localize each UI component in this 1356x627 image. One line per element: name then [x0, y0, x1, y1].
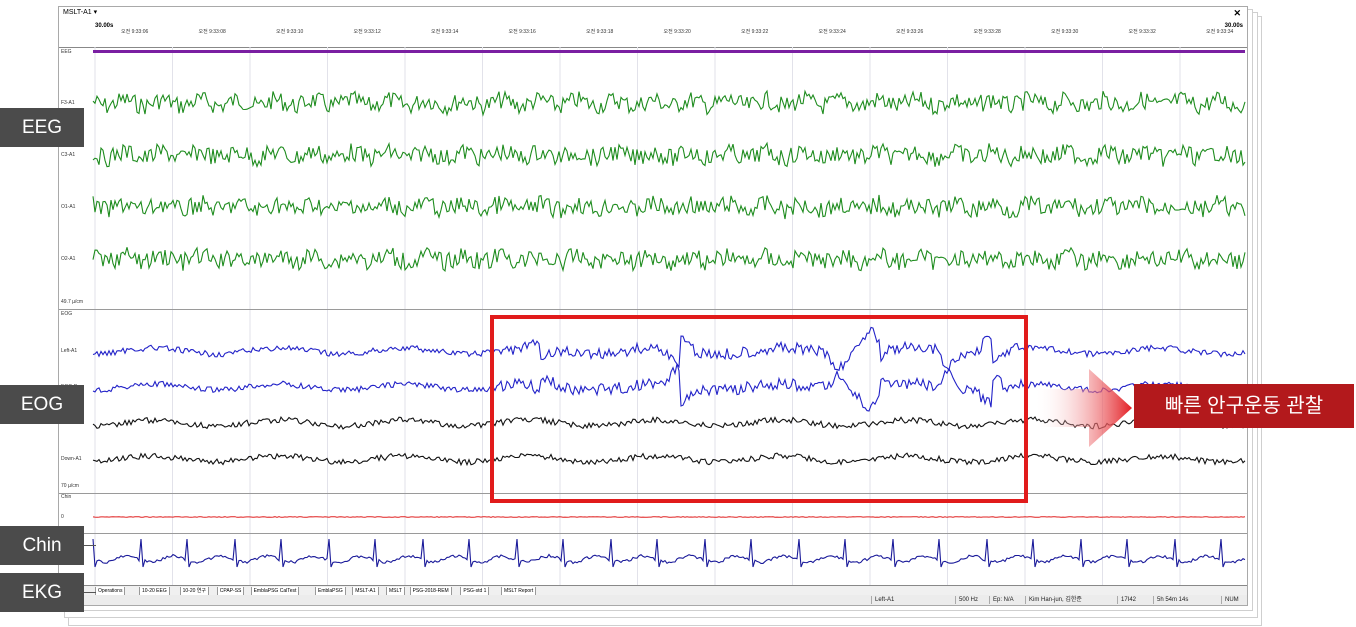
psg-viewer-window: MSLT-A1 ▾ ✕ 30.00s 30.00s 오전 9:33:06 오전 9… — [58, 6, 1248, 606]
time-ruler[interactable]: 30.00s 30.00s 오전 9:33:06 오전 9:33:08 오전 9:3… — [59, 19, 1247, 48]
status-field: Kim Han-jun, 김한준 — [1025, 596, 1082, 604]
channel-trace — [92, 326, 1246, 372]
channel-trace — [92, 246, 1246, 273]
status-field: 5h 54m 14s — [1153, 596, 1188, 604]
time-tick: 오전 9:33:12 — [353, 29, 381, 35]
status-bar: Left-A1 500 Hz Ep: N/A Kim Han-jun, 김한준 17I4… — [59, 595, 1247, 605]
channel-trace — [92, 363, 1246, 412]
scale-eog: 70 µ/cm — [61, 483, 79, 489]
arrow-right-icon — [1034, 369, 1132, 447]
time-tick: 오전 9:33:34 — [1206, 29, 1234, 35]
duration-right[interactable]: 30.00s — [1224, 23, 1243, 29]
status-field: Left-A1 — [871, 596, 894, 604]
time-tick: 오전 9:33:16 — [508, 29, 536, 35]
window-titlebar: MSLT-A1 ▾ ✕ — [59, 7, 1247, 19]
scale-eeg: 49.7 µ/cm — [61, 299, 84, 305]
time-tick: 오전 9:33:10 — [276, 29, 304, 35]
status-field: 500 Hz — [955, 596, 978, 604]
divider-chin-ekg — [59, 533, 1247, 534]
time-tick: 오전 9:33:22 — [741, 29, 769, 35]
status-field: 17I42 — [1117, 596, 1136, 604]
pointer-line-chin — [84, 545, 96, 546]
time-tick: 오전 9:33:06 — [121, 29, 149, 35]
channel-trace — [92, 194, 1246, 220]
time-tick: 오전 9:33:18 — [586, 29, 614, 35]
time-tick: 오전 9:33:24 — [818, 29, 846, 35]
side-label-chin: Chin — [0, 526, 84, 565]
channel-label[interactable]: 0 — [61, 514, 64, 520]
channel-label[interactable]: O1-A1 — [61, 204, 76, 210]
group-label-eog: EOG — [61, 311, 73, 317]
channel-label[interactable]: C3-A1 — [61, 152, 76, 158]
side-label-eog: EOG — [0, 385, 84, 424]
channel-trace — [92, 452, 1246, 467]
channel-trace — [92, 538, 1246, 568]
side-label-ekg: EKG — [0, 573, 84, 612]
status-field: NUM — [1221, 596, 1239, 604]
time-tick: 오전 9:33:28 — [973, 29, 1001, 35]
close-icon[interactable]: ✕ — [1233, 8, 1241, 18]
time-tick: 오전 9:33:30 — [1051, 29, 1079, 35]
time-tick: 오전 9:33:26 — [896, 29, 924, 35]
divider-eeg-eog — [59, 309, 1247, 310]
channel-trace — [92, 89, 1246, 117]
time-tick: 오전 9:33:32 — [1128, 29, 1156, 35]
channel-trace — [92, 141, 1246, 169]
time-tick: 오전 9:33:14 — [431, 29, 459, 35]
window-title[interactable]: MSLT-A1 ▾ — [63, 9, 98, 16]
rem-highlight-box — [490, 315, 1028, 503]
duration-left[interactable]: 30.00s — [95, 23, 114, 29]
time-tick: 오전 9:33:20 — [663, 29, 691, 35]
channel-label[interactable]: Left-A1 — [61, 348, 78, 354]
montage-tabs: Operations 10-20 EEG 10-20 연구 CPAP-SS EmblaP… — [59, 585, 1247, 596]
status-field: Ep: N/A — [989, 596, 1014, 604]
channel-label[interactable]: F3-A1 — [61, 100, 75, 106]
divider-eog-chin — [59, 493, 1247, 494]
pointer-line-ekg — [84, 592, 96, 593]
channel-label[interactable]: O2-A1 — [61, 256, 76, 262]
time-tick: 오전 9:33:08 — [198, 29, 226, 35]
group-label-chin: Chin — [61, 494, 72, 500]
side-label-eeg: EEG — [0, 108, 84, 147]
rem-callout: 빠른 안구운동 관찰 — [1134, 384, 1354, 428]
eeg-marker-bar — [93, 50, 1245, 53]
channel-label[interactable]: Down-A1 — [61, 456, 82, 462]
channel-trace — [92, 516, 1246, 518]
group-label-eeg: EEG — [61, 49, 72, 55]
